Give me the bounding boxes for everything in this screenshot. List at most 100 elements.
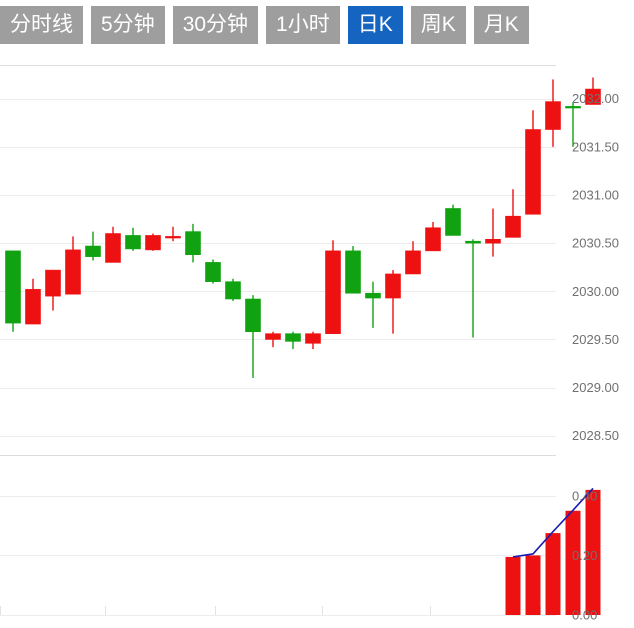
candle-2 [45,269,61,311]
candle-22 [445,204,461,236]
candle-body-0 [5,250,21,324]
candle-body-2 [45,269,61,297]
candle-body-15 [305,333,321,344]
candle-body-21 [425,227,441,252]
volume-bar-27 [545,533,561,615]
candle-15 [305,331,321,350]
candle-16 [325,240,341,334]
volume-axis-label-1: 0.20 [572,548,597,563]
candle-5 [105,226,121,263]
candle-6 [125,227,141,251]
candle-11 [225,278,241,301]
price-axis-label-6: 2029.00 [572,380,619,395]
candle-body-16 [325,250,341,334]
volume-panel-gridlines [0,496,556,616]
x-axis-ticks [0,606,541,615]
price-axis-label-1: 2031.50 [572,139,619,154]
price-axis-labels: 2032.00 2031.50 2031.00 2030.50 2030.00 2029.… [572,91,619,443]
candle-body-12 [245,298,261,333]
candle-body-1 [25,289,41,325]
price-axis-label-0: 2032.00 [572,91,619,106]
tab-1hour-label: 1小时 [276,13,330,36]
candlestick-series [5,77,601,378]
tab-30min-label: 30分钟 [182,13,249,36]
volume-ma-polyline [512,487,594,558]
candle-13 [265,331,281,348]
volume-series [505,489,601,615]
tab-week[interactable]: 周K [410,6,466,44]
candle-body-26 [525,129,541,215]
volume-axis-label-2: 0.00 [572,608,597,623]
candle-body-4 [85,245,101,257]
tab-month-label: 月K [483,13,519,36]
candle-body-11 [225,281,241,300]
tab-30min[interactable]: 30分钟 [172,6,259,44]
candle-body-17 [345,250,361,294]
candle-29 [585,77,601,105]
candle-body-29 [585,88,601,105]
candle-body-25 [505,215,521,238]
candle-body-5 [105,233,121,263]
candle-body-23 [465,240,481,244]
candle-25 [505,189,521,238]
candle-17 [345,246,361,294]
candle-body-3 [65,249,81,295]
candle-8 [165,226,181,242]
candle-21 [425,221,441,252]
candle-body-13 [265,333,281,340]
candle-3 [65,236,81,295]
candle-9 [185,223,201,263]
volume-bar-25 [505,556,521,615]
volume-bar-29 [585,489,601,615]
candle-body-14 [285,333,301,342]
price-panel-gridlines [0,65,556,456]
candle-body-22 [445,208,461,236]
candle-0 [5,250,21,332]
candle-body-9 [185,231,201,256]
candle-12 [245,295,261,378]
volume-axis-labels: 0.40 0.20 0.00 [572,488,597,622]
tab-day[interactable]: 日K [347,6,403,44]
volume-bar-28 [565,510,581,615]
candle-27 [545,79,561,147]
volume-axis-label-0: 0.40 [572,488,597,503]
candle-body-7 [145,235,161,251]
candle-body-18 [365,292,381,299]
tab-week-label: 周K [420,13,456,36]
candle-body-28 [565,106,581,109]
candle-1 [25,278,41,325]
price-axis-label-7: 2028.50 [572,428,619,443]
candle-body-27 [545,101,561,130]
price-axis-label-2: 2031.00 [572,188,619,203]
tab-day-label: 日K [357,13,393,36]
tab-month[interactable]: 月K [473,6,529,44]
price-axis-label-4: 2030.00 [572,284,619,299]
candle-body-19 [385,273,401,299]
period-tab-bar[interactable]: 分时线 5分钟 30分钟 1小时 日K 周K 月K [0,0,634,50]
candle-28 [565,102,581,147]
tab-5min-label: 5分钟 [101,13,155,36]
candle-18 [365,281,381,328]
candle-body-10 [205,262,221,282]
candle-26 [525,110,541,215]
candle-14 [285,331,301,350]
candle-10 [205,259,221,284]
candle-19 [385,270,401,334]
volume-ma-line [512,487,594,558]
price-axis-label-3: 2030.50 [572,236,619,251]
tab-1hour[interactable]: 1小时 [266,6,340,44]
price-axis-label-5: 2029.50 [572,332,619,347]
candle-body-8 [165,236,181,239]
candle-23 [465,239,481,338]
candle-body-20 [405,250,421,275]
tab-timeline-label: 分时线 [10,13,73,36]
candle-7 [145,233,161,251]
tab-5min[interactable]: 5分钟 [91,6,165,44]
candle-20 [405,241,421,275]
candle-4 [85,231,101,261]
volume-bar-26 [525,555,541,615]
candle-body-24 [485,238,501,244]
candle-24 [485,208,501,257]
tab-timeline[interactable]: 分时线 [0,6,83,44]
